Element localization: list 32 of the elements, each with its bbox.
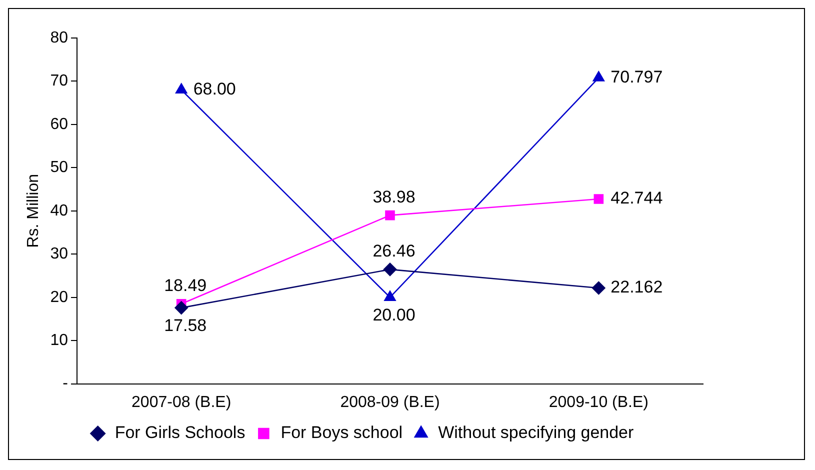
- point: [594, 194, 604, 204]
- point: [592, 281, 606, 295]
- data-label: 22.162: [610, 278, 663, 297]
- y-axis-title: Rs. Million: [25, 174, 42, 248]
- y-tick-label: 10: [50, 332, 68, 349]
- data-label: 38.98: [372, 187, 416, 206]
- y-tick-label: 30: [50, 246, 68, 263]
- x-tick-label: 2008-09 (B.E): [340, 394, 440, 411]
- legend-label: For Boys school: [280, 423, 403, 442]
- data-label: 20.00: [372, 306, 416, 325]
- point: [175, 83, 188, 94]
- y-tick-label: 60: [50, 116, 68, 133]
- y-tick-label: 50: [50, 159, 68, 176]
- x-tick-label: 2009-10 (B.E): [548, 394, 648, 411]
- data-label: 70.797: [610, 67, 663, 86]
- data-label: 68.00: [193, 80, 236, 99]
- point: [174, 301, 188, 314]
- legend-label: For Girls Schools: [114, 423, 246, 442]
- data-label: 26.46: [372, 242, 416, 261]
- data-label: 42.744: [610, 188, 663, 208]
- x-tick-label: 2007-08 (B.E): [132, 394, 232, 411]
- legend-label: Without specifying gender: [438, 423, 634, 442]
- point: [383, 262, 397, 276]
- y-tick-label: 70: [50, 72, 68, 90]
- point: [385, 210, 395, 220]
- y-tick-label: 80: [50, 29, 68, 46]
- y-tick-label: -: [62, 375, 68, 392]
- data-label: 17.58: [164, 316, 207, 335]
- data-label: 18.49: [164, 276, 207, 296]
- point: [592, 71, 605, 82]
- y-tick-label: 40: [50, 202, 68, 220]
- y-tick-label: 20: [50, 288, 68, 306]
